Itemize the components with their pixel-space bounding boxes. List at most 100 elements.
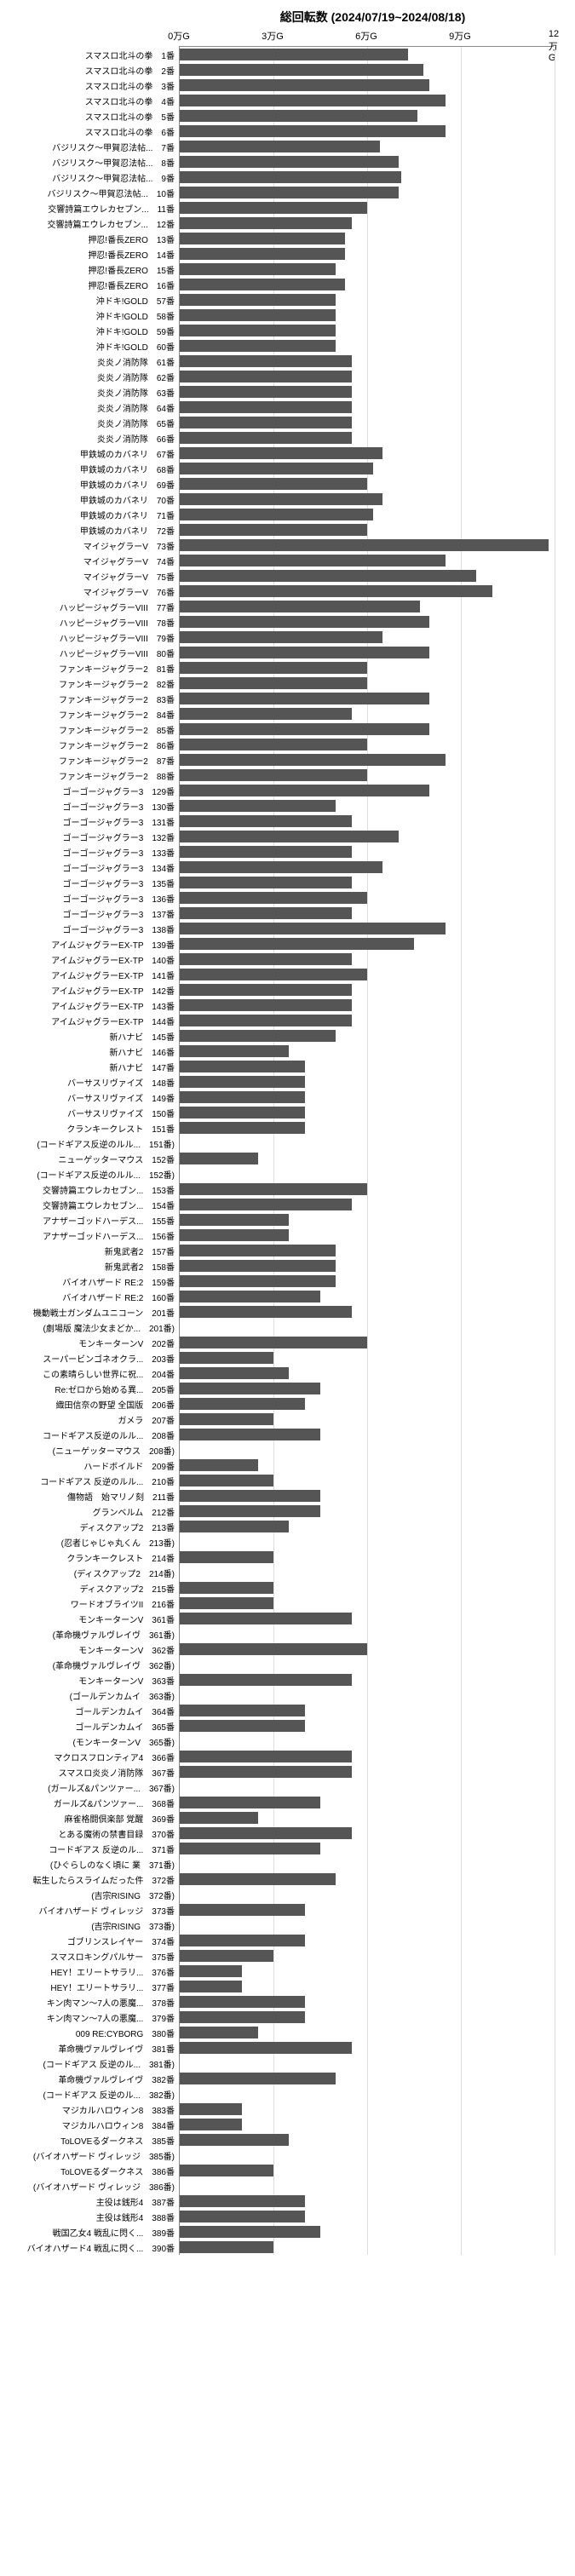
chart-row: コードギアス反逆のルル... 208番 — [180, 1427, 555, 1442]
row-label: 炎炎ノ消防隊 62番 — [9, 371, 180, 383]
chart-row: ファンキージャグラー2 83番 — [180, 691, 555, 706]
bar — [180, 861, 382, 873]
chart-row: 主役は銭形4 387番 — [180, 2194, 555, 2209]
chart-row: アイムジャグラーEX-TP 140番 — [180, 952, 555, 967]
chart-row: 主役は銭形4 388番 — [180, 2209, 555, 2224]
bar — [180, 371, 352, 382]
bar — [180, 1705, 305, 1716]
chart-row: バジリスク～甲賀忍法帖... 7番 — [180, 139, 555, 154]
chart-row: ファンキージャグラー2 82番 — [180, 676, 555, 691]
chart-row: 甲鉄城のカバネリ 68番 — [180, 461, 555, 476]
row-label: 機動戦士ガンダムユニコーン 201番 — [9, 1306, 180, 1319]
bar — [180, 217, 352, 229]
bar — [180, 1521, 289, 1532]
chart-row: ゴーゴージャグラー3 138番 — [180, 921, 555, 936]
bar — [180, 739, 367, 750]
row-label: HEY！エリートサラリ... 377番 — [9, 1981, 180, 1993]
chart-row: ゴーゴージャグラー3 131番 — [180, 814, 555, 829]
row-label: (バイオハザード ヴィレッジ 385番) — [9, 2149, 180, 2162]
row-label: ゴーゴージャグラー3 130番 — [9, 800, 180, 813]
chart-row: ファンキージャグラー2 88番 — [180, 768, 555, 783]
row-label: アイムジャグラーEX-TP 144番 — [9, 1015, 180, 1027]
bar — [180, 1950, 273, 1962]
chart-row: スマスロ北斗の拳 3番 — [180, 78, 555, 93]
bar — [180, 1459, 258, 1471]
bar — [180, 509, 373, 520]
chart-row: とある魔術の禁書目録 370番 — [180, 1826, 555, 1841]
chart-row: バジリスク～甲賀忍法帖... 8番 — [180, 154, 555, 170]
bar — [180, 2226, 320, 2238]
row-label: マクロスフロンティア4 366番 — [9, 1751, 180, 1763]
row-label: ゴーゴージャグラー3 131番 — [9, 815, 180, 828]
chart-row: ToLOVEるダークネス 386番 — [180, 2163, 555, 2178]
row-label: 甲鉄城のカバネリ 67番 — [9, 447, 180, 460]
bar — [180, 907, 352, 919]
chart-row: バジリスク～甲賀忍法帖... 9番 — [180, 170, 555, 185]
bar — [180, 432, 352, 444]
bar — [180, 187, 399, 198]
row-label: ゴーゴージャグラー3 136番 — [9, 892, 180, 905]
chart-row: 炎炎ノ消防隊 62番 — [180, 369, 555, 384]
chart-row: ニューゲッターマウス 152番 — [180, 1151, 555, 1166]
row-label: ゴーゴージャグラー3 137番 — [9, 907, 180, 920]
bar — [180, 524, 367, 536]
bar — [180, 233, 345, 244]
x-tick: 3万G — [262, 29, 284, 43]
bar — [180, 156, 399, 168]
bar — [180, 1229, 289, 1241]
chart-row: 炎炎ノ消防隊 61番 — [180, 354, 555, 369]
chart-row: 押忍!番長ZERO 16番 — [180, 277, 555, 292]
row-label: 甲鉄城のカバネリ 71番 — [9, 509, 180, 521]
chart-row: ファンキージャグラー2 85番 — [180, 722, 555, 737]
chart-row: 炎炎ノ消防隊 66番 — [180, 430, 555, 446]
row-label: 新ハナビ 147番 — [9, 1061, 180, 1073]
bar — [180, 984, 352, 996]
chart-row: 沖ドキ!GOLD 58番 — [180, 308, 555, 323]
row-label: ゴーゴージャグラー3 134番 — [9, 861, 180, 874]
bar — [180, 1413, 273, 1425]
bar — [180, 953, 352, 965]
chart-container: 総回転数 (2024/07/19~2024/08/18) 0万G3万G6万G9万… — [9, 9, 566, 2255]
bar — [180, 2073, 336, 2084]
row-label: 主役は銭形4 388番 — [9, 2211, 180, 2223]
chart-row: モンキーターンV 361番 — [180, 1611, 555, 1626]
row-label: バジリスク～甲賀忍法帖... 8番 — [9, 156, 180, 169]
chart-row: 沖ドキ!GOLD 57番 — [180, 292, 555, 308]
row-label: 沖ドキ!GOLD 58番 — [9, 309, 180, 322]
row-label: (コードギアス 反逆のル... 381番) — [9, 2057, 180, 2070]
bar — [180, 248, 345, 260]
row-label: 交響詩篇エウレカセブン... 11番 — [9, 202, 180, 215]
row-label: ゴーゴージャグラー3 132番 — [9, 831, 180, 843]
bar — [180, 141, 380, 152]
chart-row: (劇場版 魔法少女まどか... 201番) — [180, 1320, 555, 1335]
bar — [180, 1475, 273, 1486]
row-label: スマスロ北斗の拳 5番 — [9, 110, 180, 123]
row-label: バーサスリヴァイズ 149番 — [9, 1091, 180, 1104]
row-label: モンキーターンV 361番 — [9, 1613, 180, 1625]
bar — [180, 555, 446, 566]
row-label: 押忍!番長ZERO 15番 — [9, 263, 180, 276]
chart-row: スマスロ北斗の拳 1番 — [180, 47, 555, 62]
row-label: アナザーゴッドハーデス... 156番 — [9, 1229, 180, 1242]
row-label: 転生したらスライムだった件 372番 — [9, 1873, 180, 1886]
row-label: バジリスク～甲賀忍法帖... 7番 — [9, 141, 180, 153]
bar — [180, 708, 352, 720]
row-label: 押忍!番長ZERO 16番 — [9, 279, 180, 291]
row-label: ゴールデンカムイ 365番 — [9, 1720, 180, 1733]
bar — [180, 1030, 336, 1042]
chart-row: 戦国乙女4 戦乱に閃く... 389番 — [180, 2224, 555, 2240]
chart-row: 新鬼武者2 158番 — [180, 1258, 555, 1274]
bar — [180, 125, 446, 137]
chart-row: クランキークレスト 151番 — [180, 1120, 555, 1136]
row-label: モンキーターンV 363番 — [9, 1674, 180, 1687]
bar — [180, 1873, 336, 1885]
bar — [180, 386, 352, 398]
chart-row: マイジャグラーV 73番 — [180, 538, 555, 553]
chart-row: 交響詩篇エウレカセブン... 153番 — [180, 1182, 555, 1197]
bar — [180, 1597, 273, 1609]
row-label: ゴールデンカムイ 364番 — [9, 1705, 180, 1717]
bar — [180, 1751, 352, 1762]
bar — [180, 539, 549, 551]
chart-row: ゴールデンカムイ 364番 — [180, 1703, 555, 1718]
row-label: ハッピージャグラーVIII 79番 — [9, 631, 180, 644]
